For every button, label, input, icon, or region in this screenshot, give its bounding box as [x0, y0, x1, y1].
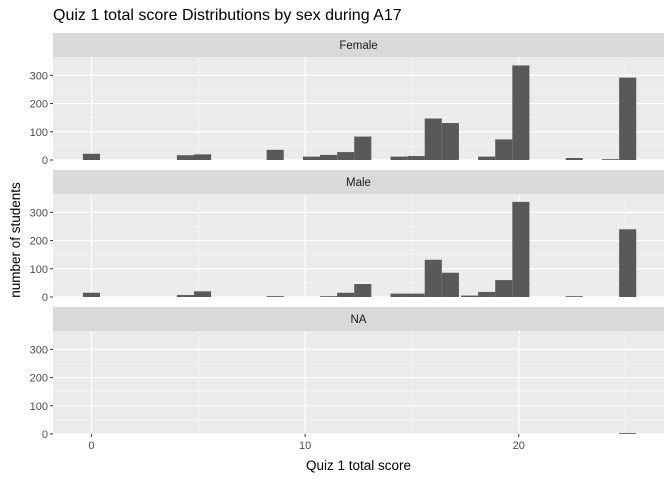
facet-strip: [53, 33, 664, 57]
facet-strip-label: Female: [339, 40, 377, 52]
histogram-bar: [266, 149, 284, 160]
histogram-bar: [619, 77, 637, 160]
histogram-bar: [390, 156, 408, 160]
x-axis-title: Quiz 1 total score: [306, 458, 411, 473]
facet-panels: Female 0 100 200 300 Male 0 100 200 300 NA 0 100 200 3…: [30, 33, 664, 441]
x-tick-label: 20: [513, 440, 525, 452]
histogram-bar: [441, 123, 459, 160]
facet-strip-label: NA: [351, 314, 367, 326]
histogram-bar: [337, 292, 355, 297]
histogram-bar: [354, 136, 372, 160]
y-tick-label: 200: [30, 99, 48, 111]
histogram-bar: [478, 156, 496, 160]
histogram-bar: [495, 139, 513, 160]
y-tick-label: 0: [42, 292, 48, 304]
histogram-bar: [390, 293, 408, 297]
histogram-bar: [194, 291, 212, 297]
y-tick-label: 100: [30, 401, 48, 413]
y-axis-title: number of students: [8, 182, 23, 298]
histogram-bar: [512, 65, 530, 160]
histogram-bar: [82, 292, 100, 297]
histogram-bar: [354, 284, 372, 297]
x-tick-label: 10: [299, 440, 311, 452]
y-tick-label: 200: [30, 373, 48, 385]
histogram-bar: [441, 272, 459, 297]
y-tick-label: 200: [30, 236, 48, 248]
histogram-bar: [320, 296, 338, 297]
facet-strip: [53, 170, 664, 194]
histogram-bar: [176, 295, 194, 297]
histogram-bar: [478, 291, 496, 297]
y-tick-label: 0: [42, 429, 48, 441]
histogram-bar: [602, 159, 620, 160]
facet-na: NA 0 100 200 300: [30, 307, 664, 441]
histogram-bar: [424, 118, 442, 160]
y-tick-label: 100: [30, 264, 48, 276]
facet-female: Female 0 100 200 300: [30, 33, 664, 167]
x-axis: 0 10 20: [88, 434, 525, 452]
y-tick-label: 300: [30, 344, 48, 356]
facet-strip: [53, 307, 664, 331]
histogram-bar: [320, 154, 338, 160]
histogram-bar: [82, 153, 100, 160]
histogram-bar: [619, 229, 637, 297]
y-tick-label: 100: [30, 127, 48, 139]
histogram-bar: [176, 155, 194, 160]
y-tick-label: 300: [30, 70, 48, 82]
y-tick-label: 0: [42, 155, 48, 167]
histogram-bar: [407, 156, 425, 160]
histogram-bar: [565, 158, 583, 160]
histogram-bar: [407, 293, 425, 297]
histogram-bar: [565, 296, 583, 297]
panel-background: [53, 194, 664, 297]
x-tick-label: 0: [88, 440, 94, 452]
histogram-bar: [266, 296, 284, 297]
histogram-bar: [302, 156, 321, 160]
histogram-bar: [495, 280, 513, 297]
histogram-bar: [424, 259, 442, 297]
y-tick-label: 300: [30, 207, 48, 219]
histogram-bar: [194, 154, 212, 160]
histogram-bar: [337, 152, 355, 160]
facet-male: Male 0 100 200 300: [30, 170, 664, 304]
histogram-bar: [461, 295, 479, 297]
histogram-bar: [619, 433, 637, 434]
facet-strip-label: Male: [346, 177, 371, 189]
chart-title: Quiz 1 total score Distributions by sex …: [53, 7, 402, 24]
panel-background: [53, 331, 664, 434]
histogram-bar: [512, 201, 530, 297]
